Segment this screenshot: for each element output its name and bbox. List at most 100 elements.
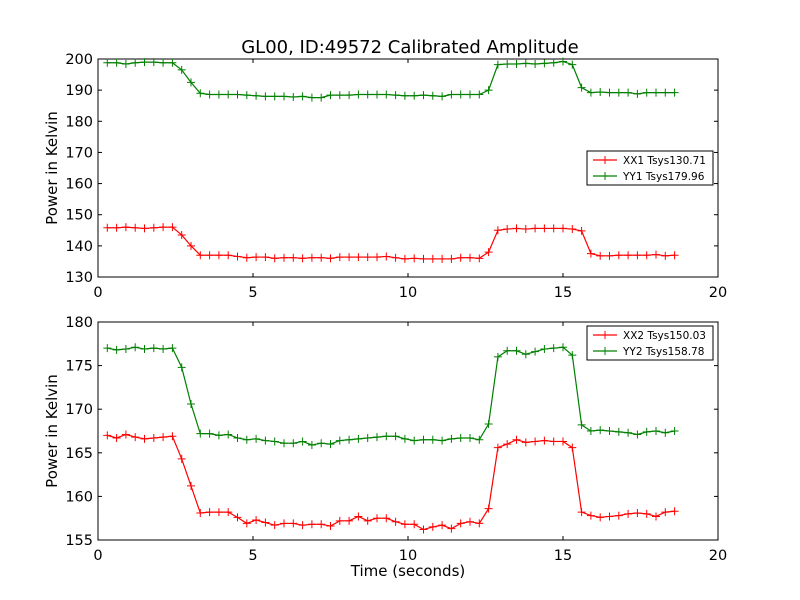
data-point [140,58,149,67]
data-point [661,88,670,97]
data-point [280,439,288,448]
data-point [112,58,121,67]
data-point [261,518,270,527]
data-point [605,512,614,521]
y-tick-label: 170 [65,402,93,418]
data-point [140,224,149,233]
data-point [382,252,391,261]
data-point [354,434,363,443]
data-point [177,454,186,463]
data-point [531,437,540,446]
data-point [633,508,642,517]
data-point [159,345,168,354]
data-point [447,434,456,443]
data-point [624,428,633,437]
data-point [493,443,502,452]
data-point [400,434,409,443]
data-point [642,88,651,97]
data-point [159,433,168,442]
data-point [652,88,660,97]
data-point [270,521,279,530]
data-point [280,253,288,262]
data-point [624,88,633,97]
top-panel: 0 5 10 15 20 130 140 150 160 170 180 190 200 Power in… [43,52,727,301]
data-point [168,344,177,353]
x-tick-label: 10 [399,285,417,301]
y-tick-label: 165 [65,446,93,462]
data-point [196,251,205,260]
data-point [549,224,558,233]
data-point [196,89,205,98]
data-point [410,520,419,529]
y-tick-label: 140 [65,239,93,255]
series-1 [103,223,679,263]
legend: XX2 Tsys150.03 YY2 Tsys158.78 [586,325,714,361]
data-point [391,253,400,262]
data-point [187,481,195,490]
data-point [391,91,400,100]
y-tick-label: 200 [65,52,93,68]
data-point [540,436,549,445]
x-tick-label: 0 [93,548,102,564]
data-point [670,88,679,97]
data-point [568,443,577,452]
data-point [493,352,502,361]
data-point [633,89,642,98]
data-point [187,399,195,408]
data-point [596,88,605,97]
data-point [131,343,140,352]
data-point [521,225,530,234]
data-point [326,522,335,531]
data-point [177,65,186,74]
data-point [624,251,633,260]
x-tick-label: 20 [709,285,727,301]
data-point [642,251,651,260]
bottom-panel: 0 5 10 15 20 155 160 165 170 175 180 Power in Kelvi… [43,315,727,580]
data-point [121,223,130,232]
data-point [540,345,549,354]
data-point [335,253,344,262]
data-point [521,350,530,359]
data-point [205,90,214,99]
data-point [586,88,595,97]
data-point [233,252,242,261]
data-point [373,90,381,99]
data-point [456,90,465,99]
data-point [652,427,660,435]
data-point [335,516,344,525]
data-point [335,91,344,100]
data-point [373,253,381,262]
data-point [586,249,595,258]
data-point [214,90,223,99]
data-point [586,427,595,435]
data-point [531,347,540,356]
data-point [382,432,391,441]
data-point [131,223,140,232]
data-point [140,434,149,443]
data-point [326,440,335,449]
data-point [354,253,363,262]
data-point [438,254,447,263]
data-point [493,226,502,235]
data-point [224,430,233,439]
data-point [400,520,409,529]
data-point [633,251,642,260]
data-point [233,433,242,442]
x-tick-label: 10 [399,548,417,564]
data-point [149,433,158,442]
data-point [605,88,614,97]
data-point [642,427,651,436]
data-point [652,250,660,259]
data-point [475,254,484,263]
data-point [540,224,549,233]
data-point [270,92,279,101]
data-point [363,433,372,442]
data-point [559,343,567,352]
data-point [149,344,158,353]
data-point [568,225,577,234]
data-point [242,253,251,262]
data-point [252,253,261,262]
data-point [280,519,288,528]
data-point [475,435,484,444]
